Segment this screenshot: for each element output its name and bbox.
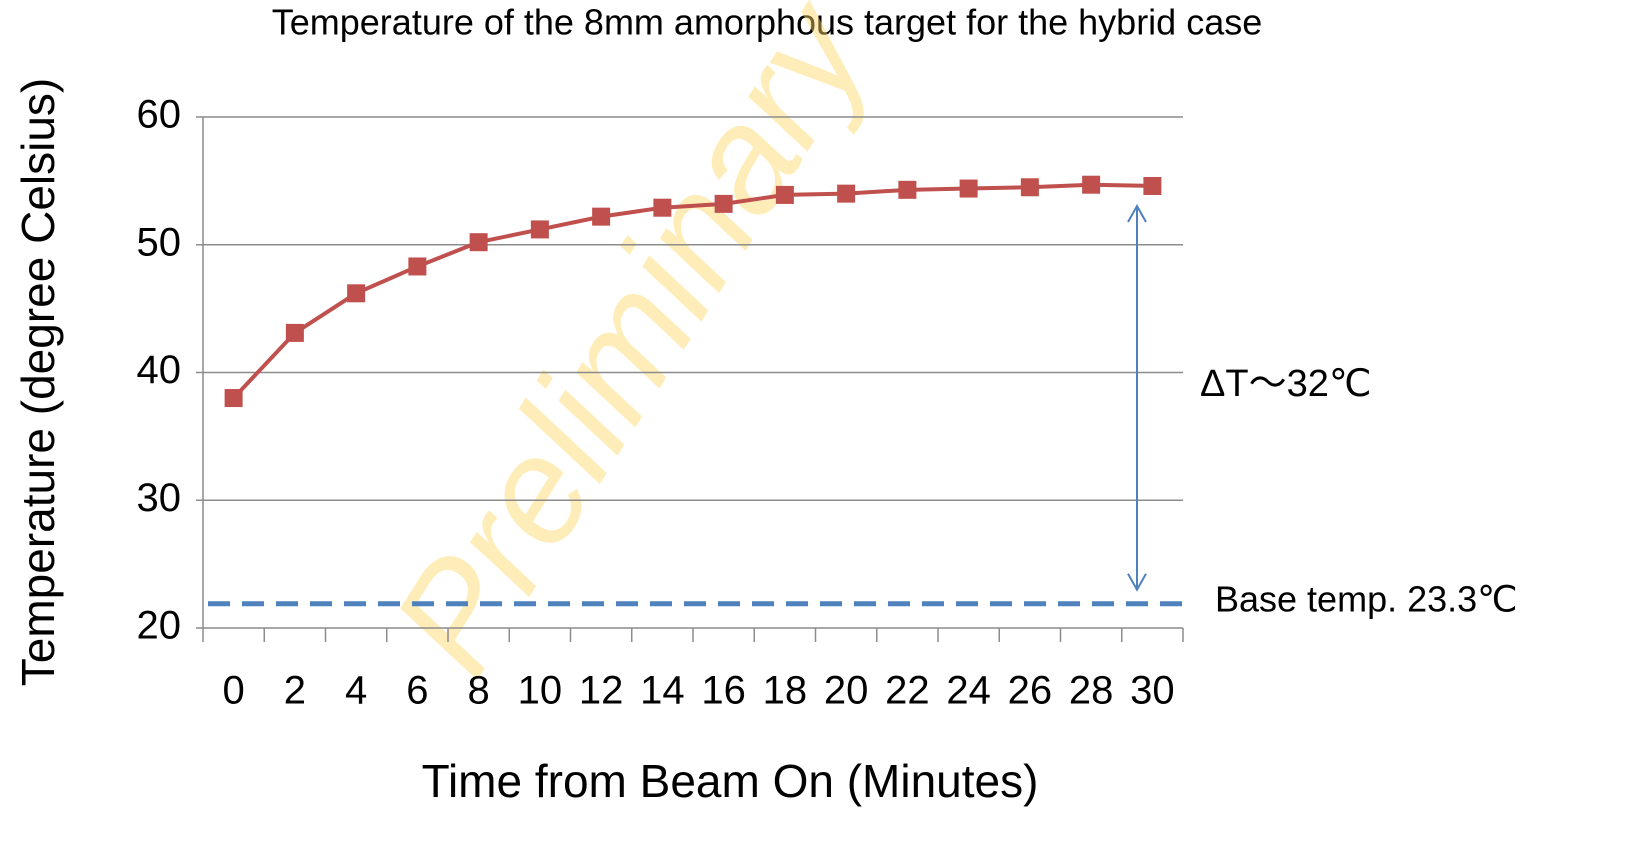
x-tick-label: 2 [284, 669, 306, 713]
marker [469, 233, 488, 252]
marker [837, 184, 856, 203]
x-tick-label: 26 [1008, 669, 1053, 713]
y-tick-label: 30 [137, 476, 182, 520]
chart-title: Temperature of the 8mm amorphous target … [272, 2, 1263, 43]
annotation: ΔT～32℃ [1200, 363, 1372, 405]
arrow-head [1127, 573, 1147, 592]
y-tick-label: 50 [137, 220, 182, 264]
y-tick-label: 40 [137, 348, 182, 392]
marker [653, 198, 672, 217]
marker [347, 284, 366, 303]
x-tick-label: 28 [1069, 669, 1114, 713]
x-tick-label: 6 [406, 669, 428, 713]
series-line [232, 182, 1153, 400]
x-tick-label: 20 [824, 669, 869, 713]
watermark: Preliminary [360, 0, 904, 701]
x-tick-label: 10 [518, 669, 563, 713]
marker [898, 180, 917, 199]
marker [775, 185, 794, 204]
y-tick-label: 20 [137, 604, 182, 648]
marker [592, 207, 611, 226]
x-tick-label: 0 [223, 669, 245, 713]
annotation: Base temp. 23.3℃ [1215, 579, 1518, 620]
x-tick-label: 22 [885, 669, 930, 713]
x-tick-label: 16 [701, 669, 746, 713]
y-axis-label: Temperature (degree Celsius) [12, 78, 64, 687]
x-tick-label: 12 [579, 669, 624, 713]
marker [1020, 178, 1039, 197]
arrow-head [1127, 203, 1147, 223]
marker [959, 179, 978, 198]
y-tick-label: 60 [137, 93, 182, 137]
x-tick-label: 8 [468, 669, 490, 713]
marker [408, 257, 427, 276]
x-tick-label: 4 [345, 669, 367, 713]
x-tick-label: 30 [1130, 669, 1175, 713]
marker [1143, 176, 1162, 195]
x-tick-label: 24 [946, 669, 991, 713]
marker [530, 220, 549, 239]
marker [714, 194, 733, 213]
x-tick-label: 18 [763, 669, 808, 713]
x-axis-label: Time from Beam On (Minutes) [422, 755, 1039, 807]
marker [224, 389, 243, 408]
marker [1082, 175, 1101, 194]
x-tick-label: 14 [640, 669, 685, 713]
marker [285, 323, 304, 342]
